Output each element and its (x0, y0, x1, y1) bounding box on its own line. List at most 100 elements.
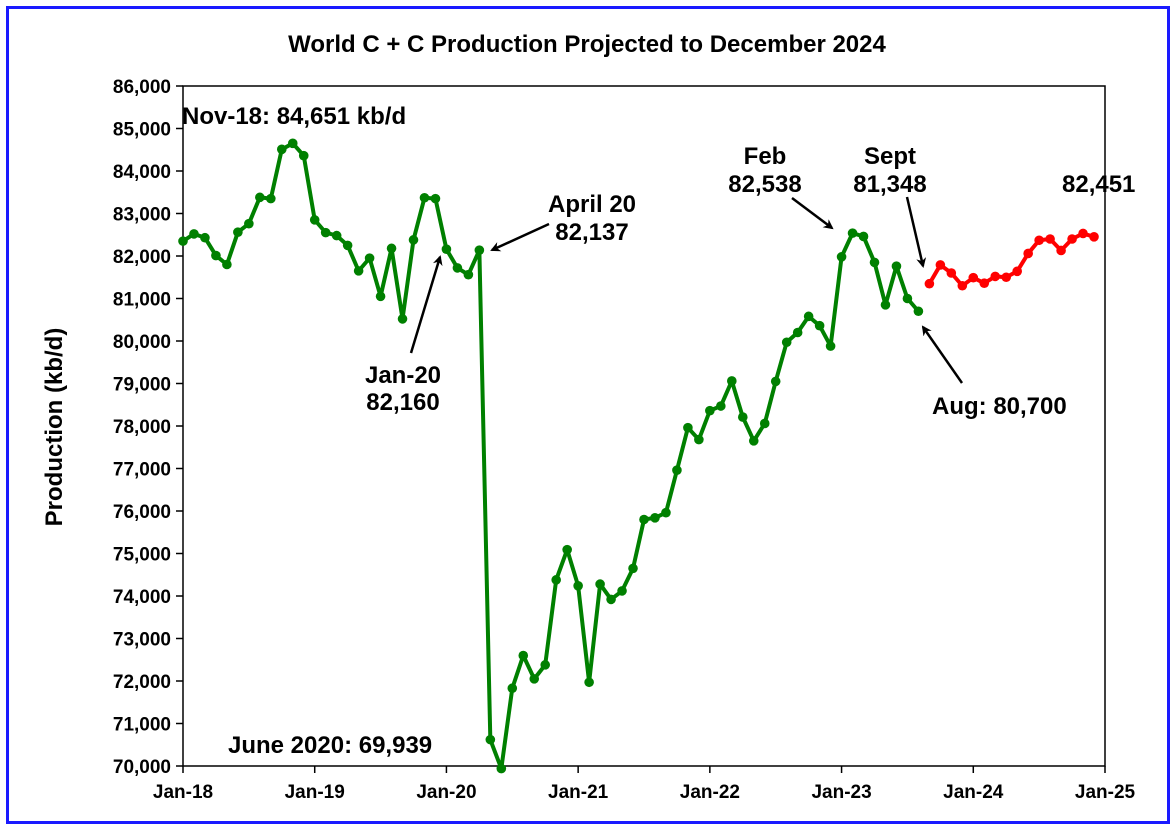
actual-data-point (375, 291, 386, 302)
projected-data-point (946, 268, 957, 278)
actual-series-line (181, 141, 920, 771)
series-points (178, 138, 1099, 774)
projected-data-point (1078, 228, 1088, 239)
actual-data-point (463, 269, 474, 280)
annotation-april20-arrow (490, 222, 550, 252)
actual-data-point (683, 422, 693, 433)
annotation-feb-arrow (791, 197, 834, 230)
projected-data-point (1012, 266, 1022, 277)
actual-data-point (408, 235, 419, 245)
x-axis: Jan-18 Jan-19 Jan-20 Jan-21 Jan-22 Jan-23 Jan-… (153, 766, 1136, 803)
actual-data-point (770, 376, 781, 387)
actual-data-point (650, 513, 660, 523)
annotation-april20-line2: 82,137 (555, 219, 628, 246)
actual-data-point (496, 763, 507, 774)
y-tick-label: 80,000 (113, 332, 171, 353)
actual-data-point (353, 266, 364, 276)
y-tick-label: 85,000 (113, 120, 171, 141)
annotation-feb-line1: Feb (744, 143, 787, 170)
y-tick-label: 74,000 (113, 587, 171, 608)
actual-data-point (781, 337, 792, 348)
actual-data-point (792, 327, 803, 338)
actual-data-point (737, 412, 748, 422)
actual-data-point (716, 401, 726, 411)
actual-data-point (913, 306, 924, 317)
projected-data-point (979, 278, 990, 289)
actual-data-point (847, 228, 858, 238)
projected-data-point (1034, 235, 1044, 246)
actual-data-point (595, 579, 605, 589)
actual-data-point (320, 227, 331, 238)
projected-data-point (1045, 234, 1055, 244)
actual-data-point (474, 245, 485, 255)
annotation-jan20-arrow (409, 255, 443, 354)
actual-data-point (222, 259, 232, 270)
actual-data-point (441, 244, 452, 254)
actual-data-point (891, 261, 902, 272)
actual-data-point (266, 193, 276, 204)
actual-data-point (419, 192, 430, 203)
y-tick-label: 78,000 (113, 417, 171, 438)
x-tick-label: Jan-18 (153, 782, 213, 803)
annotations: Nov-18: 84,651 kb/d April 20 82,137 Jan-… (182, 103, 1135, 759)
projected-data-point (924, 278, 935, 289)
annotation-jan20-line1: Jan-20 (365, 362, 441, 389)
annotation-aug: Aug: 80,700 (932, 393, 1067, 420)
actual-data-point (255, 192, 265, 203)
y-tick-label: 79,000 (113, 375, 171, 396)
actual-data-point (518, 650, 529, 661)
actual-data-point (233, 227, 243, 237)
actual-data-point (880, 300, 891, 310)
actual-data-point (705, 405, 715, 416)
actual-data-point (287, 138, 298, 149)
x-tick-label: Jan-19 (285, 782, 345, 803)
annotation-april20-line1: April 20 (548, 191, 636, 218)
y-axis-label: Production (kb/d) (41, 328, 68, 527)
projected-data-point (968, 272, 979, 283)
actual-data-point (825, 341, 836, 351)
y-tick-label: 77,000 (113, 460, 171, 481)
x-tick-label: Jan-24 (943, 782, 1004, 803)
actual-data-point (562, 544, 572, 555)
actual-data-point (672, 465, 682, 476)
actual-data-point (584, 677, 594, 688)
annotation-peak: Nov-18: 84,651 kb/d (182, 103, 406, 130)
y-tick-label: 82,000 (113, 247, 171, 268)
actual-data-point (803, 311, 814, 322)
x-tick-label: Jan-23 (811, 782, 871, 803)
actual-data-point (529, 674, 540, 684)
y-tick-label: 72,000 (113, 672, 171, 693)
y-tick-label: 70,000 (113, 757, 171, 778)
actual-data-point (814, 320, 825, 331)
actual-data-point (200, 232, 210, 243)
actual-data-point (430, 193, 441, 204)
projected-data-point (1001, 272, 1012, 283)
actual-data-point (617, 586, 627, 596)
actual-data-point (452, 263, 463, 273)
projected-data-point (935, 260, 946, 270)
y-tick-label: 71,000 (113, 715, 171, 736)
y-tick-label: 76,000 (113, 502, 171, 523)
actual-data-point (211, 250, 221, 261)
actual-data-point (573, 581, 583, 591)
x-tick-label: Jan-21 (548, 782, 609, 803)
actual-data-point (748, 436, 759, 446)
projected-data-point (1056, 245, 1066, 256)
x-tick-label: Jan-20 (416, 782, 476, 803)
plot-area (182, 85, 1106, 767)
y-tick-label: 81,000 (113, 290, 171, 311)
annotation-sept-line1: Sept (864, 143, 916, 170)
y-tick-label: 86,000 (113, 77, 171, 98)
actual-data-point (364, 253, 375, 263)
y-tick-label: 73,000 (113, 630, 171, 651)
actual-data-point (386, 243, 397, 254)
actual-data-point (298, 150, 309, 161)
projected-data-point (957, 280, 968, 291)
x-tick-label: Jan-22 (680, 782, 740, 803)
annotation-sept-line2: 81,348 (853, 171, 926, 198)
annotation-feb-line2: 82,538 (728, 171, 801, 198)
actual-data-point (661, 507, 671, 518)
chart-frame (6, 6, 1170, 824)
actual-data-point (727, 376, 737, 386)
